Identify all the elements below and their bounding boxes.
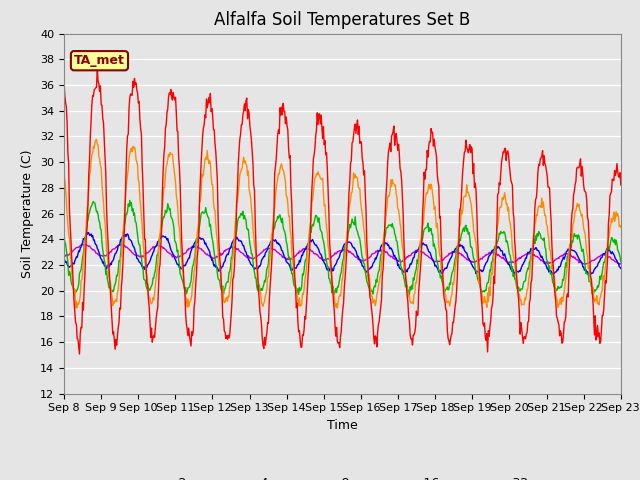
Y-axis label: Soil Temperature (C): Soil Temperature (C) — [22, 149, 35, 278]
X-axis label: Time: Time — [327, 419, 358, 432]
Text: TA_met: TA_met — [74, 54, 125, 67]
Legend: -2cm, -4cm, -8cm, -16cm, -32cm: -2cm, -4cm, -8cm, -16cm, -32cm — [132, 472, 553, 480]
Title: Alfalfa Soil Temperatures Set B: Alfalfa Soil Temperatures Set B — [214, 11, 470, 29]
